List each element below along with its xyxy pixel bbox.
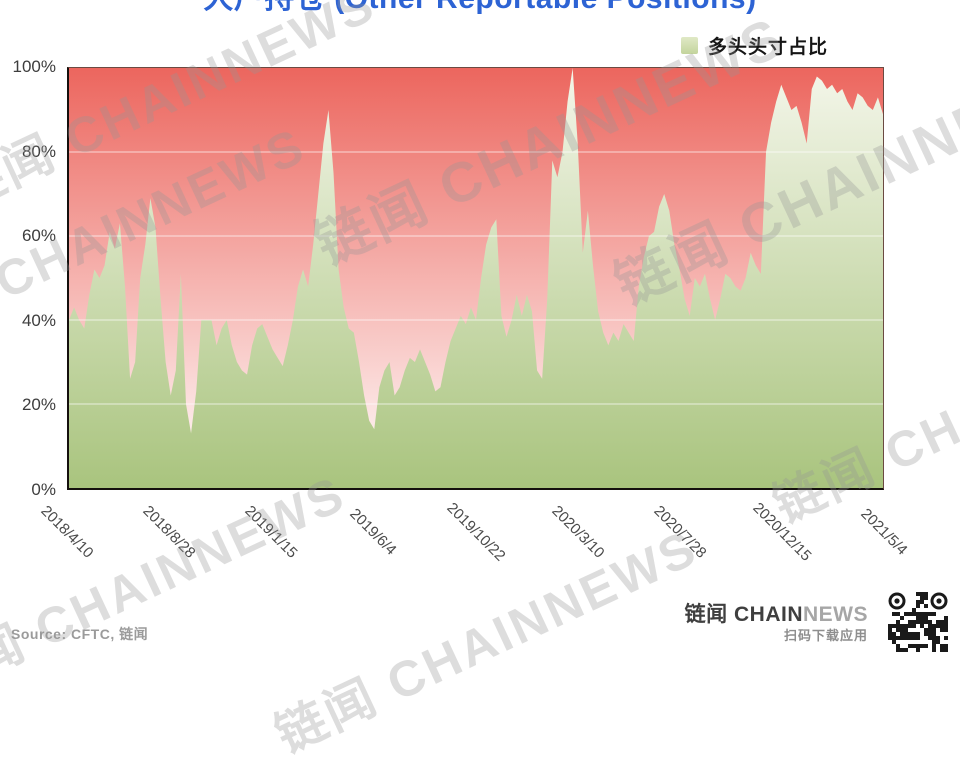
brand-logo-light: NEWS xyxy=(803,603,868,626)
x-axis-label: 2020/3/10 xyxy=(548,502,608,562)
y-axis-label: 0% xyxy=(31,480,56,499)
legend-swatch-icon xyxy=(681,37,698,54)
y-axis-label: 80% xyxy=(21,141,56,161)
y-axis-label: 40% xyxy=(21,310,56,330)
plot-area xyxy=(67,67,884,490)
x-axis-label: 2019/10/22 xyxy=(442,499,509,565)
x-axis-label: 2018/4/10 xyxy=(37,502,97,562)
x-axis-label: 2018/8/28 xyxy=(139,502,199,562)
x-axis-label: 2020/7/28 xyxy=(650,502,710,562)
legend-label: 多头头寸占比 xyxy=(708,37,829,58)
y-axis-label: 60% xyxy=(21,226,56,246)
x-axis-label: 2019/1/15 xyxy=(241,502,301,562)
chart-title: 大户持仓 (Other Reportable Positions) xyxy=(0,0,960,17)
brand-logo: 链闻 CHAINNEWS xyxy=(685,598,868,628)
qr-caption: 扫码下载应用 xyxy=(783,628,868,643)
qr-code xyxy=(888,592,948,652)
y-axis-label: 20% xyxy=(21,395,56,415)
brand-logo-dark: 链闻 CHAIN xyxy=(684,603,803,626)
area-chart-svg xyxy=(69,68,883,488)
legend: 多头头寸占比 xyxy=(681,32,828,59)
long-area-series xyxy=(69,68,883,488)
source-text: Source: CFTC, 链闻 xyxy=(11,626,149,642)
x-axis-label: 2020/12/15 xyxy=(749,499,815,565)
y-axis-label: 100% xyxy=(12,57,56,76)
x-axis-label: 2019/6/4 xyxy=(346,505,401,559)
x-axis-label: 2021/5/4 xyxy=(857,505,911,559)
